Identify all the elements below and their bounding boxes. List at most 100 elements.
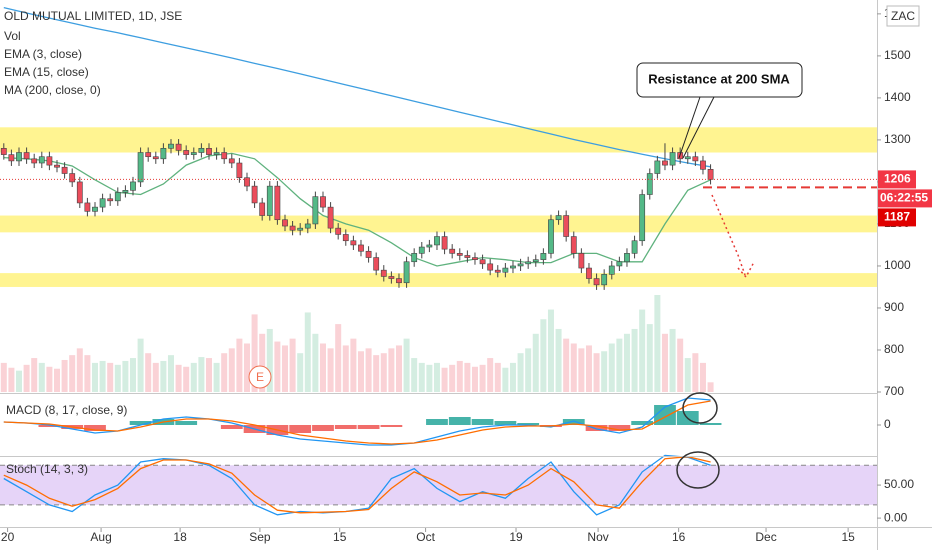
candle-body <box>639 194 646 242</box>
candle-body <box>76 181 83 204</box>
volume-bar <box>517 353 524 392</box>
volume-bar <box>259 333 266 392</box>
countdown-box <box>878 189 932 208</box>
candle-body <box>8 154 15 162</box>
candle-body <box>160 148 167 160</box>
histogram-bar <box>220 425 243 429</box>
candle-body <box>624 253 630 263</box>
candle-body <box>152 156 159 160</box>
volume-bar <box>403 338 410 392</box>
x-tick-label: Oct <box>416 530 435 544</box>
candle-body <box>69 173 76 183</box>
candle-body <box>289 225 296 231</box>
volume-bar <box>190 362 197 392</box>
candle-body <box>206 148 212 155</box>
volume-bar <box>137 338 144 392</box>
volume-bar <box>411 358 418 392</box>
candle-body <box>472 257 478 260</box>
volume-bar <box>236 338 243 392</box>
candle-body <box>327 206 334 229</box>
legend-item: EMA (3, close) <box>4 47 82 61</box>
candle-body <box>654 160 661 174</box>
volume-bar <box>616 338 623 392</box>
volume-bar <box>699 362 706 392</box>
volume <box>0 295 714 392</box>
volume-bar <box>365 348 372 392</box>
volume-bar <box>319 343 326 392</box>
y-tick-label: 1500 <box>884 48 911 62</box>
candle-body <box>114 192 121 202</box>
stoch-line <box>3 456 711 514</box>
volume-bar <box>426 364 433 392</box>
volume-bar <box>297 353 304 392</box>
histogram-bar <box>517 423 540 425</box>
volume-bar <box>471 366 478 392</box>
indicator-line <box>3 6 711 168</box>
zone <box>0 127 877 153</box>
y-tick-label: 1300 <box>884 132 911 146</box>
histogram-bar <box>175 421 198 425</box>
candle-body <box>342 234 349 242</box>
stoch-band <box>0 464 877 506</box>
candle-body <box>510 265 516 269</box>
candle-body <box>532 259 539 263</box>
candle-body <box>464 255 471 258</box>
candle-body <box>244 177 250 187</box>
candle-body <box>684 156 691 160</box>
volume-bar <box>312 333 319 392</box>
y-tick-label: 50.00 <box>884 477 914 491</box>
volume-bar <box>563 338 570 392</box>
histogram-bar <box>312 425 334 431</box>
earnings-marker <box>248 365 272 389</box>
candle-body <box>282 219 288 227</box>
volume-bar <box>107 362 114 392</box>
volume-bar <box>0 362 7 392</box>
pane-title: MACD (8, 17, close, 9) <box>6 403 127 417</box>
volume-bar <box>525 348 532 392</box>
candle-body <box>601 274 608 286</box>
candle-body <box>426 244 433 248</box>
earnings-label: E <box>256 370 264 384</box>
volume-bar <box>304 312 311 392</box>
candle-body <box>692 156 699 162</box>
volume-bar <box>205 358 212 392</box>
volume-bar <box>114 364 121 392</box>
volume-bar <box>46 366 53 392</box>
x-tick-label: 20 <box>1 530 15 544</box>
volume-bar <box>570 343 577 392</box>
plot <box>0 6 877 516</box>
candle-body <box>99 198 106 208</box>
volume-bar <box>677 338 684 392</box>
candle-body <box>494 269 501 273</box>
candle-body <box>563 215 570 237</box>
candle-body <box>418 246 425 254</box>
histogram-bar <box>448 417 471 425</box>
volume-bar <box>380 353 387 392</box>
legend-item: MA (200, close, 0) <box>4 83 101 97</box>
candle-body <box>449 248 456 254</box>
annotation-pointer <box>678 96 701 159</box>
y-tick-label: 1400 <box>884 90 911 104</box>
candle-body <box>221 152 228 160</box>
candle-body <box>190 152 197 155</box>
volume-bar <box>99 360 106 392</box>
volume-bar <box>84 355 91 392</box>
x-tick-label: Dec <box>755 530 776 544</box>
volume-bar <box>342 345 349 392</box>
volume-bar <box>327 348 334 392</box>
candle-body <box>183 150 190 155</box>
volume-bar <box>91 362 98 392</box>
volume-bar <box>456 360 463 392</box>
volume-bar <box>388 348 395 392</box>
volume-bar <box>198 357 205 392</box>
price-axis: 1600150014001300120011001000900800700120… <box>877 6 932 524</box>
candle-body <box>0 148 7 155</box>
volume-bar <box>38 362 45 392</box>
volume-bar <box>707 382 714 392</box>
volume-bar <box>31 358 38 392</box>
zone <box>0 215 877 233</box>
candle-body <box>540 253 547 260</box>
volume-bar <box>23 364 30 392</box>
candle-body <box>107 198 114 202</box>
candle-body <box>586 267 592 279</box>
